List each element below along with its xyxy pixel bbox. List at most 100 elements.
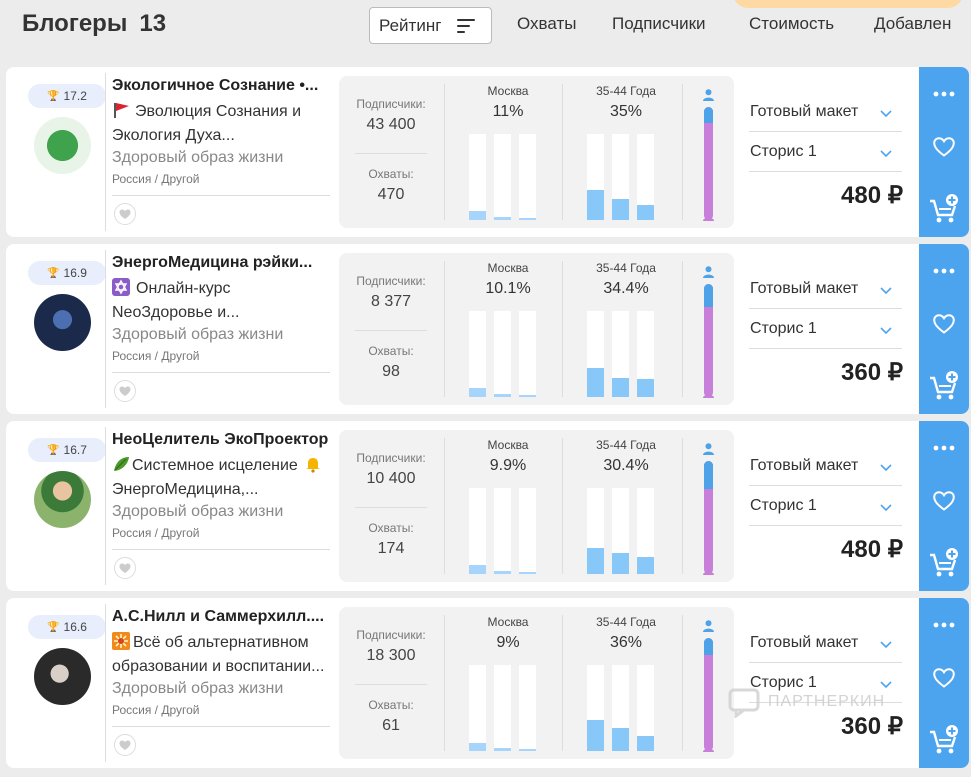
more-button[interactable]	[919, 268, 969, 274]
favorite-small-button[interactable]	[114, 203, 136, 225]
divider	[112, 195, 330, 196]
description-line-1: Всё об альтернативном	[133, 634, 309, 651]
description-line-2: образовании и воспитании...	[112, 658, 325, 675]
add-to-cart-button[interactable]	[919, 370, 969, 402]
format-select[interactable]: Готовый макет	[749, 446, 902, 486]
trophy-icon: 🏆	[47, 90, 60, 102]
more-dots-icon	[933, 91, 955, 97]
divider	[112, 372, 330, 373]
favorite-button[interactable]	[919, 137, 969, 157]
blogger-card[interactable]: 🏆 16.9 ЭнергоМедицина рэйки... Онлайн-кур…	[6, 244, 969, 414]
city-bar	[519, 311, 536, 397]
age-bar	[612, 488, 629, 574]
age-bar	[587, 134, 604, 220]
more-button[interactable]	[919, 91, 969, 97]
age-bar	[637, 488, 654, 574]
heart-icon	[933, 491, 955, 511]
city-bar	[469, 665, 486, 751]
divider	[355, 684, 427, 685]
reach-value: 470	[377, 186, 405, 203]
action-column	[919, 67, 969, 237]
category: Здоровый образ жизни	[112, 503, 284, 520]
geo-location: Россия / Другой	[112, 172, 200, 186]
blogger-card[interactable]: 🏆 16.7 НеоЦелитель ЭкоПроектор Системное …	[6, 421, 969, 591]
city-percent: 10.1%	[485, 280, 531, 297]
followers-label: Подписчики:	[356, 97, 426, 111]
avatar[interactable]	[34, 117, 91, 174]
more-button[interactable]	[919, 445, 969, 451]
blogger-name-link[interactable]: А.С.Нилл и Саммерхилл....	[112, 608, 325, 625]
favorite-small-button[interactable]	[114, 557, 136, 579]
favorite-small-button[interactable]	[114, 380, 136, 402]
city-percent: 9.9%	[489, 457, 527, 474]
favorite-small-button[interactable]	[114, 734, 136, 756]
format-select[interactable]: Готовый макет	[749, 269, 902, 309]
blogger-name-link[interactable]: ЭнергоМедицина рэйки...	[112, 254, 313, 271]
category: Здоровый образ жизни	[112, 680, 284, 697]
favorite-button[interactable]	[919, 491, 969, 511]
gender-bar	[704, 638, 713, 751]
divider	[105, 604, 106, 762]
age-label: 35-44 Года	[596, 261, 656, 275]
age-bar	[587, 488, 604, 574]
add-to-cart-button[interactable]	[919, 193, 969, 225]
blogger-description: Системное исцеление ЭнергоМедицина,...	[112, 454, 334, 502]
blogger-card[interactable]: 🏆 17.2 Экологичное Сознание •... Эволюция…	[6, 67, 969, 237]
sort-reach-link[interactable]: Охваты	[517, 14, 577, 33]
format-select[interactable]: Готовый макет	[749, 92, 902, 132]
trophy-icon: 🏆	[47, 621, 60, 633]
rating-value: 16.6	[63, 620, 87, 634]
more-button[interactable]	[919, 622, 969, 628]
blogger-name-link[interactable]: Экологичное Сознание •...	[112, 77, 319, 94]
avatar[interactable]	[34, 471, 91, 528]
gender-bar	[704, 284, 713, 397]
description-line-2: NeoЗдоровье и...	[112, 304, 240, 321]
avatar[interactable]	[34, 648, 91, 705]
city-label: Москва	[487, 261, 529, 275]
blogger-name-link[interactable]: НеоЦелитель ЭкоПроектор	[112, 431, 329, 448]
favorite-button[interactable]	[919, 668, 969, 688]
city-bar	[469, 134, 486, 220]
flag-icon	[114, 103, 129, 118]
age-bar	[612, 311, 629, 397]
city-label: Москва	[487, 84, 529, 98]
chevron-down-icon	[880, 106, 892, 118]
description-line-2: Экология Духа...	[112, 127, 235, 144]
add-to-cart-button[interactable]	[919, 724, 969, 756]
sort-price-link[interactable]: Стоимость	[749, 14, 835, 33]
placement-select[interactable]: Сторис 1	[749, 663, 902, 703]
rating-badge: 🏆 16.7	[28, 438, 106, 462]
age-percent: 30.4%	[603, 457, 649, 474]
format-select[interactable]: Готовый макет	[749, 623, 902, 663]
more-dots-icon	[933, 622, 955, 628]
followers-label: Подписчики:	[356, 451, 426, 465]
watermark-text: ПАРТНЕРКИН	[768, 693, 886, 710]
avatar[interactable]	[34, 294, 91, 351]
blogger-card[interactable]: 🏆 16.6 А.С.Нилл и Саммерхилл.... Всё об а…	[6, 598, 969, 768]
description-line-2: ЭнергоМедицина,...	[112, 481, 259, 498]
favorite-button[interactable]	[919, 314, 969, 334]
sort-rating-button[interactable]: Рейтинг	[369, 7, 492, 44]
description-line-1: Онлайн-курс	[136, 280, 231, 297]
followers-label: Подписчики:	[356, 628, 426, 642]
age-bar	[637, 134, 654, 220]
more-dots-icon	[933, 268, 955, 274]
more-dots-icon	[933, 445, 955, 451]
reach-value: 61	[382, 717, 400, 734]
page-title: Блогеры 13	[22, 10, 166, 38]
placement-select[interactable]: Сторис 1	[749, 309, 902, 349]
orange-action-button[interactable]	[733, 0, 963, 8]
sort-followers-link[interactable]: Подписчики	[612, 14, 706, 33]
placement-value: Сторис 1	[750, 497, 817, 514]
city-bar	[494, 665, 511, 751]
placement-select[interactable]: Сторис 1	[749, 132, 902, 172]
placement-select[interactable]: Сторис 1	[749, 486, 902, 526]
sort-added-link[interactable]: Добавлен	[874, 14, 952, 33]
chevron-down-icon	[880, 146, 892, 158]
price: 360 ₽	[841, 359, 903, 386]
city-bar	[519, 665, 536, 751]
divider	[444, 615, 445, 751]
followers-label: Подписчики:	[356, 274, 426, 288]
add-to-cart-button[interactable]	[919, 547, 969, 579]
category: Здоровый образ жизни	[112, 326, 284, 343]
